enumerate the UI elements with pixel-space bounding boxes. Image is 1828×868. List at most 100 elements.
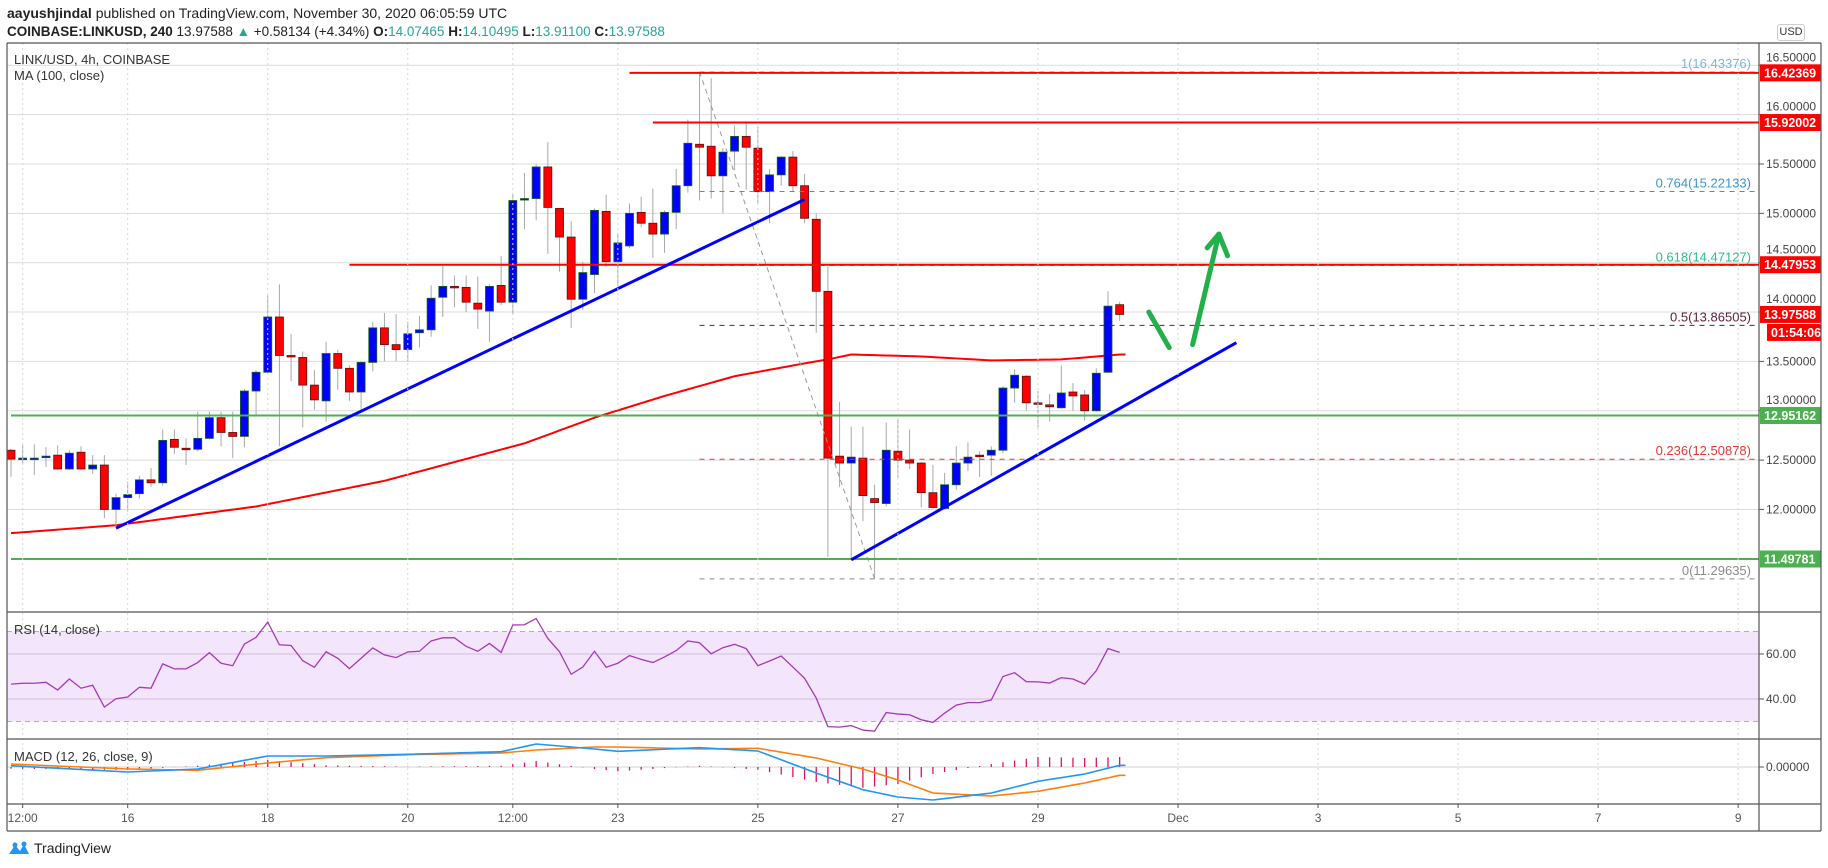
macd-label: MACD (12, 26, close, 9) bbox=[14, 749, 153, 764]
author-name[interactable]: aayushjindal bbox=[7, 5, 92, 21]
candle bbox=[450, 275, 459, 308]
projection-dip bbox=[1146, 309, 1172, 351]
candle-body bbox=[566, 236, 576, 300]
fib-level-label: 0.764(15.22133) bbox=[1656, 176, 1751, 191]
candle bbox=[951, 446, 961, 490]
candle bbox=[660, 210, 669, 253]
price-pane bbox=[7, 64, 1759, 580]
candle bbox=[928, 465, 938, 509]
candle bbox=[228, 411, 238, 459]
time-axis-label: 12:00 bbox=[498, 811, 528, 825]
candle bbox=[391, 314, 401, 362]
candle-body bbox=[485, 285, 494, 312]
candle-body bbox=[1056, 392, 1066, 409]
rsi-band bbox=[7, 631, 1759, 722]
candle bbox=[1056, 365, 1066, 409]
candle bbox=[1103, 291, 1113, 374]
fib-level-label: 1(16.43376) bbox=[1681, 56, 1751, 71]
chart-legend: LINK/USD, 4h, COINBASE MA (100, close) bbox=[14, 52, 170, 84]
price-change: +0.58134 (+4.34%) bbox=[253, 24, 370, 39]
close-label: C: bbox=[594, 24, 609, 39]
candle-body bbox=[123, 494, 133, 499]
candle-body bbox=[1080, 394, 1090, 412]
fib-level-label: 0.5(13.86505) bbox=[1670, 309, 1751, 324]
candle-body bbox=[625, 212, 634, 247]
price-axis-label: 14.00000 bbox=[1766, 292, 1816, 306]
price-tag-bg bbox=[1760, 550, 1821, 568]
candle bbox=[181, 438, 191, 466]
candle bbox=[333, 349, 343, 391]
candle-body bbox=[1010, 374, 1020, 389]
tradingview-logo-icon bbox=[9, 841, 29, 854]
candle bbox=[275, 284, 284, 447]
candle-body bbox=[811, 218, 821, 292]
candle bbox=[683, 119, 693, 193]
candle bbox=[29, 444, 39, 475]
candle-body bbox=[683, 142, 693, 187]
candle bbox=[916, 462, 926, 508]
footer-logo[interactable]: TradingView bbox=[8, 840, 111, 856]
candle-body bbox=[204, 417, 214, 439]
high-value: 14.10495 bbox=[462, 24, 519, 39]
candle-body bbox=[963, 456, 973, 464]
candle bbox=[1115, 301, 1125, 321]
time-axis-label: 3 bbox=[1315, 811, 1322, 825]
publish-text: published on TradingView.com, November 3… bbox=[91, 5, 508, 21]
candle-body bbox=[543, 166, 553, 208]
candle-body bbox=[64, 452, 74, 470]
candle-body bbox=[893, 450, 903, 461]
candle-body bbox=[1021, 375, 1031, 404]
currency-badge[interactable]: USD bbox=[1777, 24, 1805, 41]
candle bbox=[134, 475, 144, 499]
candle bbox=[99, 455, 109, 519]
candle-body bbox=[275, 316, 284, 356]
candle-body bbox=[473, 302, 483, 310]
candle-body bbox=[590, 209, 599, 275]
bar-countdown-tag-bg bbox=[1767, 323, 1821, 341]
open-label: O: bbox=[373, 24, 389, 39]
candle-body bbox=[555, 208, 564, 238]
candle bbox=[905, 429, 914, 469]
publish-info: aayushjindal published on TradingView.co… bbox=[7, 5, 507, 21]
candle bbox=[881, 422, 891, 507]
candle bbox=[1010, 369, 1020, 403]
candle bbox=[590, 208, 599, 294]
time-axis-label: 20 bbox=[401, 811, 415, 825]
candle bbox=[788, 151, 798, 192]
last-price-tag-bg bbox=[1760, 305, 1821, 323]
rsi-axis-label: 60.00 bbox=[1766, 647, 1796, 661]
trendline bbox=[850, 341, 1238, 562]
trendline bbox=[115, 198, 806, 530]
macd-axis-label: 0.00000 bbox=[1766, 760, 1810, 774]
candle-body bbox=[916, 462, 926, 494]
candle bbox=[111, 493, 121, 527]
candle bbox=[415, 315, 424, 348]
candle-body bbox=[333, 353, 343, 369]
candle bbox=[648, 188, 658, 258]
candle bbox=[1045, 393, 1055, 422]
ma100-line bbox=[10, 353, 1126, 535]
fib-swing-line bbox=[699, 71, 876, 580]
candle-body bbox=[1068, 391, 1078, 397]
candle bbox=[531, 164, 541, 221]
time-axis-label: 25 bbox=[751, 811, 765, 825]
candle-body bbox=[951, 462, 961, 486]
projection-arrow bbox=[1190, 231, 1222, 348]
candle-body bbox=[228, 432, 238, 437]
price-tag-bg bbox=[1760, 114, 1821, 132]
candle-body bbox=[7, 449, 16, 460]
candle-body bbox=[788, 156, 798, 187]
candle-body bbox=[426, 297, 436, 331]
candle bbox=[239, 389, 249, 448]
candle bbox=[7, 448, 16, 477]
candle-body bbox=[403, 333, 413, 350]
last-price: 13.97588 bbox=[176, 24, 233, 39]
candle bbox=[846, 426, 856, 560]
candle bbox=[975, 451, 985, 477]
fib-level-label: 0.618(14.47127) bbox=[1656, 250, 1751, 265]
candle-body bbox=[310, 384, 319, 401]
candle-body bbox=[193, 437, 203, 450]
candle-body bbox=[648, 222, 658, 235]
candle-body bbox=[380, 327, 389, 346]
